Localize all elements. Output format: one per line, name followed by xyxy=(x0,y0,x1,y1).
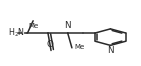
Text: N: N xyxy=(107,46,114,55)
Text: Me: Me xyxy=(29,23,39,29)
Text: Me: Me xyxy=(74,44,84,50)
Text: H$_2$N: H$_2$N xyxy=(8,26,26,39)
Text: O: O xyxy=(47,40,53,49)
Text: N: N xyxy=(64,21,70,30)
